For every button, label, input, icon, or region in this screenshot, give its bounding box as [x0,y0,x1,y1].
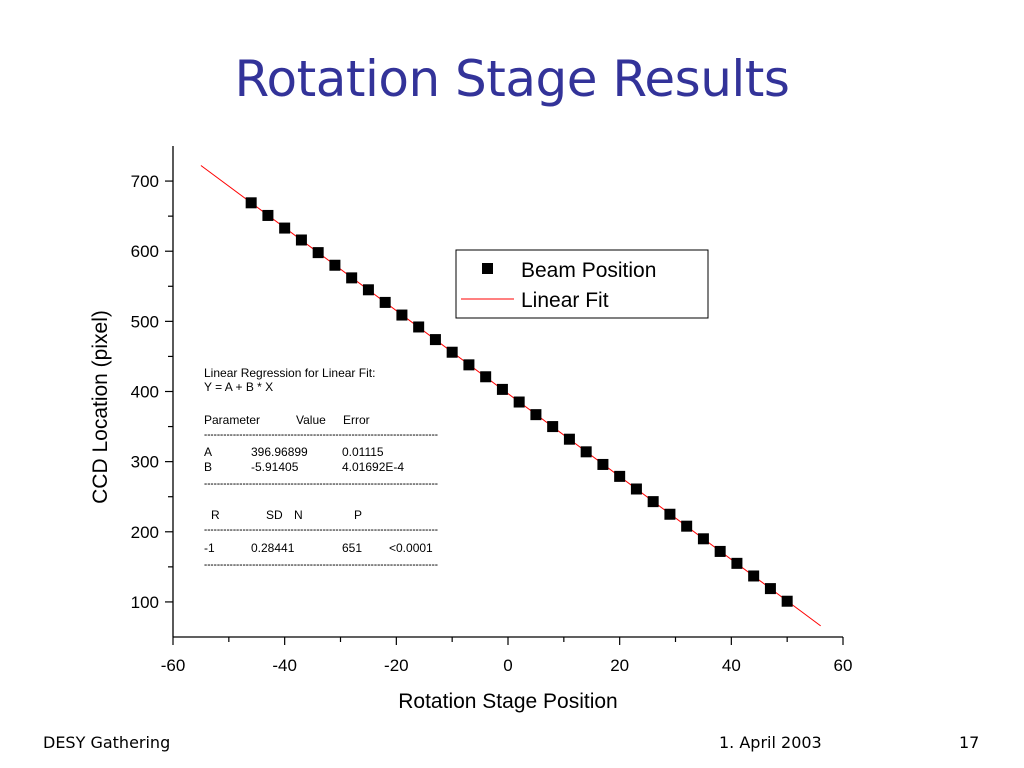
chart-ticks: -60 -40 -20 0 20 40 60 100 200 300 400 500 600 700 [131,172,853,675]
data-point [279,222,291,234]
data-point [664,508,676,520]
legend: Beam Position Linear Fit [455,249,709,319]
header-sd: SD [266,508,283,522]
data-points [245,197,793,607]
data-point [295,234,307,246]
data-point [647,496,659,508]
data-point [262,209,274,221]
value-n: 651 [342,541,362,555]
table-rule: ----------------------------------------… [204,522,438,536]
table-rule: ----------------------------------------… [204,557,438,571]
data-point [312,247,324,259]
data-point [346,272,358,284]
data-point [379,296,391,308]
data-point [614,470,626,482]
x-axis-label: Rotation Stage Position [398,690,617,713]
header-value: Value [296,413,326,427]
data-point [681,520,693,532]
regression-equation: Y = A + B * X [204,380,273,394]
x-tick-label: -40 [272,656,297,675]
data-point [329,259,341,271]
data-point [714,545,726,557]
regression-table: Linear Regression for Linear Fit: Y = A … [204,366,438,571]
data-point [547,421,559,433]
slide-title: Rotation Stage Results [234,50,790,108]
data-point [748,570,760,582]
data-point [496,383,508,395]
x-tick-label: -20 [384,656,409,675]
header-parameter: Parameter [204,413,260,427]
data-point [530,409,542,421]
row-a-error: 0.01115 [342,445,384,459]
data-point [597,458,609,470]
legend-label-beam-position: Beam Position [521,259,656,282]
x-tick-label: 0 [503,656,512,675]
page-number: 17 [959,733,980,752]
value-p: <0.0001 [389,541,433,555]
y-tick-label: 200 [131,523,159,542]
data-point [630,483,642,495]
value-r: -1 [204,541,215,555]
table-rule: ----------------------------------------… [204,427,438,441]
data-point [446,346,458,358]
y-tick-label: 100 [131,593,159,612]
table-rule: ----------------------------------------… [204,476,438,490]
legend-box [455,249,709,319]
data-point [429,334,441,346]
row-b-param: B [204,460,212,474]
data-point [697,533,709,545]
y-axis-label: CCD Location (pixel) [89,310,112,504]
legend-label-linear-fit: Linear Fit [521,289,609,312]
data-point [480,371,492,383]
header-error: Error [343,413,370,427]
x-tick-label: 40 [722,656,741,675]
data-point [245,197,257,209]
data-point [781,595,793,607]
y-tick-label: 600 [131,242,159,261]
y-tick-label: 700 [131,172,159,191]
data-point [362,284,374,296]
x-tick-label: 20 [610,656,629,675]
data-point [513,396,525,408]
row-a-param: A [204,445,212,459]
legend-marker-beam-position [482,263,493,274]
header-p: P [354,508,362,522]
data-point [396,309,408,321]
data-point [731,557,743,569]
header-r: R [211,508,220,522]
row-b-value: -5.91405 [251,460,299,474]
data-point [463,359,475,371]
data-point [764,583,776,595]
x-tick-label: -60 [161,656,186,675]
footer-date: 1. April 2003 [719,733,822,752]
footer-left: DESY Gathering [43,733,171,752]
row-a-value: 396.96899 [251,445,308,459]
regression-title: Linear Regression for Linear Fit: [204,366,375,380]
row-b-error: 4.01692E-4 [342,460,404,474]
value-sd: 0.28441 [251,541,295,555]
x-tick-label: 60 [834,656,853,675]
data-point [413,321,425,333]
data-point [580,446,592,458]
header-n: N [294,508,303,522]
y-tick-label: 400 [131,383,159,402]
y-tick-label: 500 [131,312,159,331]
data-point [563,433,575,445]
y-tick-label: 300 [131,453,159,472]
